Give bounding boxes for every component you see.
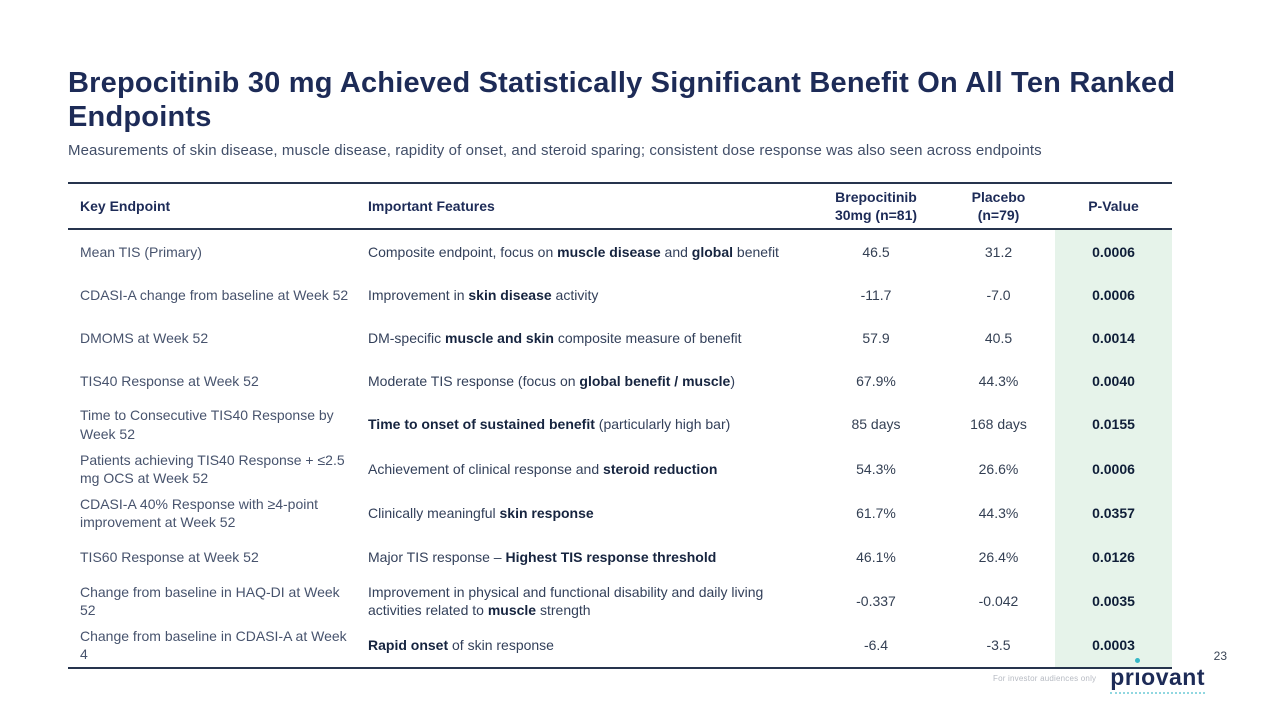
column-header-p_value: P-Value bbox=[1088, 198, 1139, 215]
features-cell: Improvement in physical and functional d… bbox=[368, 583, 764, 618]
p-value-cell: 0.0014 bbox=[1055, 316, 1172, 360]
placebo-value-cell: -0.042 bbox=[978, 592, 1019, 609]
features-cell: Composite endpoint, focus on muscle dise… bbox=[368, 243, 779, 260]
brepocitinib-value-cell: -6.4 bbox=[863, 636, 889, 653]
brepocitinib-value-cell: 61.7% bbox=[856, 505, 896, 522]
endpoint-cell: Mean TIS (Primary) bbox=[80, 243, 202, 260]
p-value-cell: 0.0126 bbox=[1055, 535, 1172, 579]
features-cell: Major TIS response – Highest TIS respons… bbox=[368, 548, 717, 565]
page-title: Brepocitinib 30 mg Achieved Statisticall… bbox=[68, 67, 1176, 133]
table-row: Change from baseline in HAQ-DI at Week 5… bbox=[68, 578, 1172, 623]
features-cell: Time to onset of sustained benefit (part… bbox=[368, 416, 731, 433]
column-header-brepocitinib: Brepocitinib 30mg (n=81) bbox=[834, 189, 918, 224]
table-row: Patients achieving TIS40 Response + ≤2.5… bbox=[68, 446, 1172, 492]
placebo-value-cell: 26.4% bbox=[978, 548, 1019, 565]
logo-text-left: pr bbox=[1110, 664, 1135, 690]
features-cell: Moderate TIS response (focus on global b… bbox=[368, 372, 736, 389]
placebo-value-cell: 26.6% bbox=[978, 460, 1019, 477]
features-cell: Improvement in skin disease activity bbox=[368, 286, 599, 303]
placebo-value-cell: 44.3% bbox=[978, 505, 1019, 522]
brepocitinib-value-cell: 67.9% bbox=[856, 372, 896, 389]
table-row: Mean TIS (Primary) Composite endpoint, fo… bbox=[68, 230, 1172, 274]
placebo-value-cell: -7.0 bbox=[986, 286, 1011, 303]
placebo-value-cell: -3.5 bbox=[986, 636, 1011, 653]
column-header-endpoint: Key Endpoint bbox=[80, 198, 171, 215]
endpoint-cell: TIS60 Response at Week 52 bbox=[80, 548, 259, 565]
table-row: DMOMS at Week 52 DM-specific muscle and s… bbox=[68, 316, 1172, 360]
p-value-cell: 0.0357 bbox=[1055, 491, 1172, 536]
logo-text-right: ovant bbox=[1141, 664, 1205, 690]
table-header: Key Endpoint Important Features Brepocitin… bbox=[68, 182, 1172, 231]
p-value-cell: 0.0040 bbox=[1055, 359, 1172, 403]
table-row: TIS60 Response at Week 52 Major TIS respo… bbox=[68, 535, 1172, 579]
priovant-logo: prıovant bbox=[1110, 666, 1205, 694]
endpoint-cell: Time to Consecutive TIS40 Response by We… bbox=[80, 407, 334, 442]
p-value-cell: 0.0035 bbox=[1055, 578, 1172, 623]
p-value-cell: 0.0006 bbox=[1055, 273, 1172, 317]
p-value-cell: 0.0003 bbox=[1055, 622, 1172, 668]
features-cell: Rapid onset of skin response bbox=[368, 636, 554, 653]
column-header-features: Important Features bbox=[368, 198, 495, 215]
placebo-value-cell: 40.5 bbox=[984, 329, 1013, 346]
footer-disclaimer: For investor audiences only bbox=[993, 673, 1097, 683]
logo-i-teal-dot: ı bbox=[1134, 664, 1142, 690]
features-cell: Clinically meaningful skin response bbox=[368, 505, 594, 522]
brepocitinib-value-cell: 46.5 bbox=[862, 243, 890, 260]
brepocitinib-value-cell: 57.9 bbox=[862, 329, 890, 346]
p-value-cell: 0.0006 bbox=[1055, 446, 1172, 492]
endpoint-cell: Patients achieving TIS40 Response + ≤2.5… bbox=[80, 451, 345, 486]
placebo-value-cell: 44.3% bbox=[978, 372, 1019, 389]
brepocitinib-value-cell: 46.1% bbox=[856, 548, 896, 565]
table-row: Change from baseline in CDASI-A at Week … bbox=[68, 622, 1172, 668]
features-cell: Achievement of clinical response and ste… bbox=[368, 460, 718, 477]
page-number: 23 bbox=[1213, 649, 1227, 663]
p-value-cell: 0.0006 bbox=[1055, 230, 1172, 274]
brepocitinib-value-cell: -0.337 bbox=[856, 592, 896, 609]
placebo-value-cell: 168 days bbox=[970, 416, 1027, 433]
endpoint-cell: Change from baseline in CDASI-A at Week … bbox=[80, 627, 347, 663]
column-header-placebo: Placebo (n=79) bbox=[971, 189, 1026, 224]
table-row: TIS40 Response at Week 52 Moderate TIS re… bbox=[68, 359, 1172, 403]
endpoints-table: Key Endpoint Important Features Brepocitin… bbox=[68, 182, 1172, 670]
endpoint-cell: TIS40 Response at Week 52 bbox=[80, 372, 259, 389]
table-row: CDASI-A change from baseline at Week 52 I… bbox=[68, 273, 1172, 317]
endpoint-cell: DMOMS at Week 52 bbox=[80, 329, 209, 346]
table-row: Time to Consecutive TIS40 Response by We… bbox=[68, 402, 1172, 447]
footer: For investor audiences only prıovant bbox=[993, 666, 1205, 694]
placebo-value-cell: 31.2 bbox=[984, 243, 1013, 260]
page-subtitle: Measurements of skin disease, muscle dis… bbox=[68, 142, 1042, 159]
brepocitinib-value-cell: 54.3% bbox=[856, 460, 896, 477]
endpoint-cell: Change from baseline in HAQ-DI at Week 5… bbox=[80, 583, 340, 618]
table-row: CDASI-A 40% Response with ≥4-point impro… bbox=[68, 491, 1172, 536]
endpoint-cell: CDASI-A change from baseline at Week 52 bbox=[80, 286, 349, 303]
p-value-cell: 0.0155 bbox=[1055, 402, 1172, 447]
brepocitinib-value-cell: -11.7 bbox=[860, 286, 892, 303]
brepocitinib-value-cell: 85 days bbox=[851, 416, 901, 433]
table-body: Mean TIS (Primary) Composite endpoint, fo… bbox=[68, 230, 1172, 670]
endpoint-cell: CDASI-A 40% Response with ≥4-point impro… bbox=[80, 496, 319, 531]
features-cell: DM-specific muscle and skin composite me… bbox=[368, 329, 742, 346]
